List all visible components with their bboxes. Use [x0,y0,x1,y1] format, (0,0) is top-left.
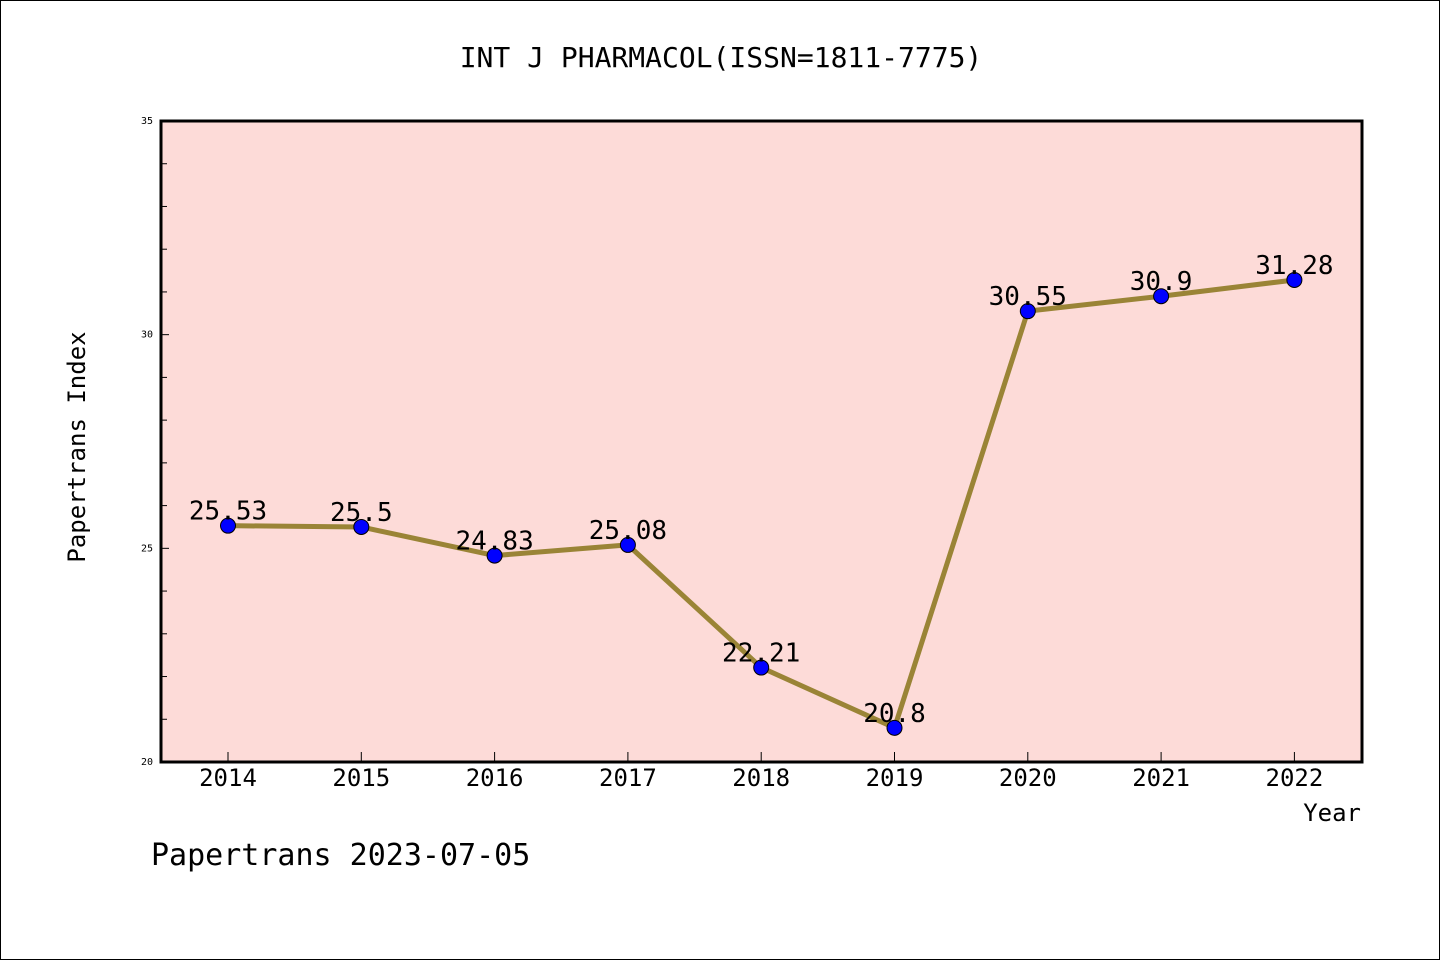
data-point-2016 [486,547,503,564]
series-markers [220,271,1303,736]
y-tick-label: 20 [141,757,153,768]
data-label-2021: 30.9 [1130,267,1193,297]
x-tick-label: 2018 [732,764,790,792]
x-tick-label: 2015 [332,764,390,792]
x-tick-label: 2016 [466,764,524,792]
x-axis-label: Year [1303,799,1361,827]
x-axis-ticks: 2014 2015 2016 2017 2018 2019 2020 2021 2022 [199,752,1323,792]
chart-title: INT J PHARMACOL(ISSN=1811-7775) [460,41,983,74]
data-label-2020: 30.55 [989,282,1067,312]
data-label-2016: 24.83 [455,527,533,557]
data-label-2018: 22.21 [722,639,800,669]
x-tick-label: 2021 [1132,764,1190,792]
data-point-2020 [1019,303,1036,320]
data-label-2019: 20.8 [863,699,926,729]
x-tick-label: 2019 [866,764,924,792]
data-point-2019 [886,719,903,736]
y-axis-ticks: 20 25 30 35 [141,116,169,768]
x-tick-label: 2017 [599,764,657,792]
x-tick-label: 2022 [1266,764,1324,792]
data-label-2014: 25.53 [189,497,267,527]
x-tick-label: 2014 [199,764,257,792]
footer-text: Papertrans 2023-07-05 [151,838,530,873]
y-axis-label: Papertrans Index [63,331,91,562]
y-tick-label: 35 [141,116,153,127]
data-point-2014 [220,517,236,534]
data-point-2015 [353,518,370,535]
x-tick-label: 2020 [999,764,1057,792]
data-label-2017: 25.08 [589,516,667,546]
plot-area [159,119,1364,764]
data-label-2022: 31.28 [1255,251,1333,281]
data-labels: 25.53 25.5 24.83 25.08 22.21 20.8 30.55 30.9 31.… [189,251,1334,729]
data-point-2021 [1153,288,1170,305]
data-point-2022 [1286,271,1303,288]
data-point-2018 [753,659,770,676]
y-tick-label: 25 [141,543,153,554]
data-label-2015: 25.5 [330,498,393,528]
y-tick-label: 30 [141,330,153,341]
data-point-2017 [619,536,636,553]
